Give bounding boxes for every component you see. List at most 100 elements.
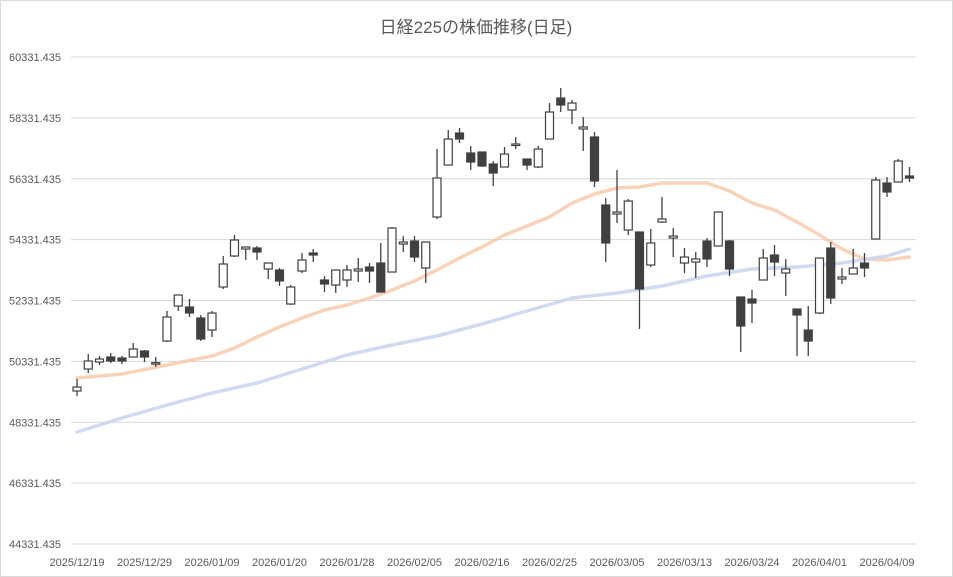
candle-body-up — [331, 269, 341, 286]
candle — [387, 227, 397, 273]
candle-body-up — [781, 268, 791, 274]
candle-body-up — [72, 386, 82, 392]
candle — [432, 148, 442, 220]
candle-body-up — [218, 263, 228, 288]
candle — [466, 146, 476, 170]
x-tick-label: 2026/01/28 — [319, 557, 374, 569]
candle — [241, 246, 251, 261]
candle — [196, 315, 206, 342]
candle — [533, 146, 543, 169]
candle-body-down — [803, 329, 813, 342]
candle — [376, 243, 386, 293]
candle — [274, 268, 285, 287]
candle — [769, 244, 780, 277]
candle — [679, 248, 690, 273]
moving-average-line — [75, 247, 912, 434]
candle — [421, 241, 431, 284]
candle — [263, 262, 273, 280]
candle — [634, 231, 645, 330]
candle-body-down — [601, 204, 611, 244]
candle — [117, 356, 127, 365]
candle — [904, 167, 915, 183]
candle-body-down — [488, 163, 498, 174]
candle-body-down — [196, 317, 206, 340]
candle-body-up — [837, 276, 847, 280]
candle — [713, 211, 723, 247]
candle-body-down — [319, 279, 330, 285]
candle-body-up — [128, 348, 138, 358]
candle — [567, 100, 577, 125]
candle-body-up — [151, 362, 161, 365]
candle-body-down — [376, 262, 386, 293]
candle-body-down — [724, 240, 735, 270]
candle — [286, 285, 296, 306]
candle-body-up — [544, 111, 555, 140]
y-tick-label: 54331.435 — [9, 235, 61, 247]
candle — [184, 299, 195, 318]
candle — [72, 379, 82, 397]
candle-body-up — [387, 227, 397, 273]
y-tick-label: 60331.435 — [9, 52, 61, 64]
candle-body-up — [398, 241, 408, 245]
candle — [398, 236, 408, 252]
candle — [724, 240, 735, 277]
candle — [151, 357, 161, 368]
candle — [454, 127, 465, 143]
candle-body-up — [646, 242, 656, 266]
candles — [72, 87, 915, 397]
candle — [702, 238, 712, 268]
candle — [589, 132, 600, 188]
candle-body-up — [848, 267, 858, 275]
candle — [736, 296, 746, 353]
candle-body-up — [432, 177, 442, 218]
y-tick-label: 52331.435 — [9, 296, 61, 308]
y-tick-label: 56331.435 — [9, 174, 61, 186]
candle-body-down — [702, 240, 712, 260]
candle-body-up — [207, 312, 217, 331]
candle-body-up — [229, 239, 240, 257]
candle-body-up — [443, 138, 453, 166]
candle — [646, 229, 656, 268]
y-tick-label: 44331.435 — [9, 539, 61, 551]
candle-body-up — [758, 257, 768, 281]
candle — [668, 228, 678, 258]
gridlines — [71, 56, 916, 545]
candle — [443, 130, 453, 166]
candle-body-up — [499, 153, 510, 168]
candle-body-down — [117, 357, 127, 362]
candle-body-up — [578, 126, 588, 130]
x-tick-label: 2026/04/09 — [859, 557, 914, 569]
candle — [94, 356, 105, 366]
candle-body-up — [657, 218, 667, 223]
candle-body-down — [792, 308, 802, 316]
candle — [691, 251, 701, 279]
candle — [859, 253, 870, 278]
candle-body-up — [162, 316, 172, 342]
x-tick-label: 2026/03/05 — [589, 557, 644, 569]
candle — [893, 159, 903, 183]
candle — [522, 158, 532, 170]
x-axis-labels: 2025/12/19 2025/12/29 2026/01/09 2026/01/20… — [49, 557, 914, 569]
candle — [814, 257, 825, 314]
candle-body-up — [533, 148, 543, 168]
candle-body-up — [421, 241, 431, 269]
candle-body-up — [623, 200, 633, 231]
candle-body-up — [263, 262, 273, 270]
candle-body-up — [814, 257, 825, 314]
candle-body-down — [274, 269, 285, 282]
x-tick-label: 2026/02/16 — [454, 557, 509, 569]
x-tick-label: 2026/02/25 — [522, 557, 577, 569]
candle-body-up — [567, 102, 577, 111]
candle-body-up — [871, 179, 881, 240]
candle — [792, 308, 802, 357]
candle — [871, 176, 881, 240]
x-tick-label: 2025/12/29 — [117, 557, 172, 569]
candle-body-down — [522, 158, 532, 166]
x-tick-label: 2026/04/01 — [792, 557, 847, 569]
candle-body-up — [83, 360, 93, 370]
y-axis-labels: 60331.435 58331.435 56331.435 54331.435 5233… — [9, 52, 61, 551]
candle-body-up — [612, 211, 622, 215]
candle — [511, 137, 521, 149]
candle — [331, 269, 341, 294]
candle — [229, 235, 240, 258]
